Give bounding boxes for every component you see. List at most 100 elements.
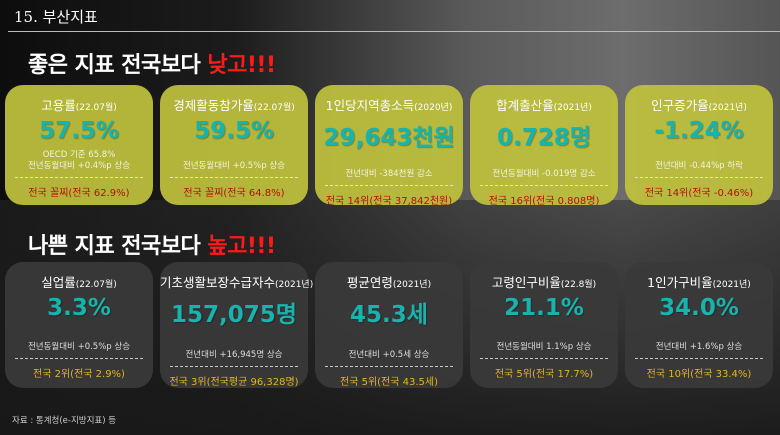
indicator-value: 157,075명 — [171, 302, 297, 328]
card-divider — [170, 366, 298, 367]
good-indicator-card: 합계출산율(2021년) 0.728명 전년동월대비 -0.019명 감소 전국… — [470, 85, 618, 207]
indicator-period: (22.07월) — [75, 103, 117, 113]
indicator-value: -1.24% — [654, 118, 744, 144]
slide-title: 15. 부산지표 — [14, 8, 98, 26]
indicator-value: 3.3% — [47, 295, 111, 321]
indicator-name: 1인가구비율 — [647, 275, 713, 290]
indicator-change: 전년동월대비 -0.019명 감소 — [470, 156, 618, 180]
indicator-change-text: 전년대비 -384천원 감소 — [345, 169, 433, 179]
indicator-title: 1인당지역총소득(2020년) — [315, 95, 463, 114]
card-divider — [480, 185, 608, 186]
indicator-name: 고용률 — [41, 98, 76, 113]
indicator-rank: 전국 2위(전국 2.9%) — [33, 369, 125, 380]
indicator-rank: 전국 14위(전국 -0.46%) — [644, 188, 754, 199]
indicator-rank: 전국 5위(전국 43.5세) — [340, 377, 438, 388]
indicator-name: 고령인구비율 — [491, 275, 561, 290]
card-divider — [480, 358, 608, 359]
indicator-period: (2021년) — [708, 103, 747, 113]
indicator-period: (2021년) — [275, 280, 314, 290]
indicator-change-text: 전년동월대비 +0.4%p 상승 — [27, 161, 131, 171]
indicator-value: 45.3세 — [350, 302, 428, 328]
indicator-change-text: 전년동월대비 -0.019명 감소 — [492, 169, 596, 179]
card-divider — [325, 366, 453, 367]
indicator-title: 경제활동참가율(22.07월) — [160, 95, 308, 114]
bad-indicator-card: 고령인구비율(22.8월) 21.1% 전년동월대비 1.1%p 상승 전국 5… — [470, 262, 618, 388]
indicator-change: 전년동월대비 1.1%p 상승 — [470, 329, 618, 353]
indicator-change-text: 전년동월대비 +0.5%p 상승 — [27, 342, 131, 352]
indicator-note: OECD 기준 65.8% — [42, 150, 116, 160]
indicator-change-text: 전년동월대비 1.1%p 상승 — [496, 342, 592, 352]
indicator-title: 고령인구비율(22.8월) — [470, 272, 618, 291]
indicator-value: 34.0% — [659, 295, 739, 321]
source-note: 자료 : 통계청(e-지방지표) 등 — [12, 416, 117, 426]
indicator-period: (2020년) — [414, 103, 453, 113]
indicator-name: 합계출산율 — [496, 98, 554, 113]
heading-text: 좋은 지표 전국보다 — [28, 53, 208, 78]
card-divider — [15, 177, 143, 178]
heading-highlight: 낮고!!! — [207, 53, 276, 78]
indicator-period: (2021년) — [392, 280, 432, 290]
heading-text: 나쁜 지표 전국보다 — [28, 234, 208, 259]
good-indicator-card: 경제활동참가율(22.07월) 59.5% 전년동월대비 +0.5%p 상승 전… — [160, 85, 308, 205]
indicator-title: 실업률(22.07월) — [5, 272, 153, 291]
indicator-change: 전년대비 -384천원 감소 — [315, 156, 463, 180]
indicator-name: 실업률 — [41, 275, 76, 290]
indicator-name: 기초생활보장수급자수 — [160, 275, 276, 290]
indicator-title: 합계출산율(2021년) — [470, 95, 618, 114]
indicator-period: (22.07월) — [75, 280, 117, 290]
indicator-title: 인구증가율(2021년) — [625, 95, 773, 114]
card-divider — [635, 177, 763, 178]
indicator-value: 57.5% — [39, 118, 119, 144]
good-indicator-card: 1인당지역총소득(2020년) 29,643천원 전년대비 -384천원 감소 … — [315, 85, 463, 207]
heading-highlight: 높고!!! — [207, 234, 276, 259]
indicator-rank: 전국 16위(전국 0.808명) — [488, 196, 600, 207]
bad-indicator-card: 기초생활보장수급자수(2021년) 157,075명 전년대비 +16,945명… — [160, 262, 313, 388]
indicator-title: 기초생활보장수급자수(2021년) — [160, 272, 313, 291]
indicator-period: (22.07월) — [253, 103, 295, 113]
card-divider — [635, 358, 763, 359]
indicator-rank: 전국 꼴찌(전국 62.9%) — [28, 188, 130, 199]
indicator-change-text: 전년대비 -0.44%p 하락 — [655, 161, 743, 171]
good-indicator-card: 인구증가율(2021년) -1.24% 전년대비 -0.44%p 하락 전국 1… — [625, 85, 773, 205]
indicator-change-text: 전년대비 +0.5세 상승 — [348, 350, 430, 360]
bad-indicator-card: 실업률(22.07월) 3.3% 전년동월대비 +0.5%p 상승 전국 2위(… — [5, 262, 153, 388]
indicator-value: 59.5% — [194, 118, 274, 144]
indicator-change-text: 전년대비 +16,945명 상승 — [185, 350, 283, 360]
bad-indicator-card: 평균연령(2021년) 45.3세 전년대비 +0.5세 상승 전국 5위(전국… — [315, 262, 463, 388]
indicator-value: 29,643천원 — [323, 125, 455, 151]
indicator-rank: 전국 5위(전국 17.7%) — [494, 369, 594, 380]
indicator-change-text: 전년대비 +1.6%p 상승 — [655, 342, 743, 352]
indicator-name: 인구증가율 — [651, 98, 709, 113]
indicator-change: 전년대비 +1.6%p 상승 — [625, 329, 773, 353]
indicator-change: OECD 기준 65.8% 전년동월대비 +0.4%p 상승 — [5, 148, 153, 172]
indicator-value: 0.728명 — [497, 125, 591, 151]
bad-indicator-card: 1인가구비율(2021년) 34.0% 전년대비 +1.6%p 상승 전국 10… — [625, 262, 773, 388]
indicator-rank: 전국 꼴찌(전국 64.8%) — [183, 188, 285, 199]
card-divider — [15, 358, 143, 359]
indicator-change: 전년대비 -0.44%p 하락 — [625, 148, 773, 172]
title-divider — [8, 31, 780, 32]
indicator-name: 1인당지역총소득 — [325, 98, 415, 113]
indicator-change: 전년동월대비 +0.5%p 상승 — [160, 148, 308, 172]
indicator-change: 전년대비 +16,945명 상승 — [160, 337, 308, 361]
indicator-title: 고용률(22.07월) — [5, 95, 153, 114]
card-divider — [325, 185, 453, 186]
indicator-title: 평균연령(2021년) — [315, 272, 463, 291]
indicator-title: 1인가구비율(2021년) — [625, 272, 773, 291]
indicator-name: 평균연령 — [346, 275, 393, 290]
indicator-rank: 전국 10위(전국 33.4%) — [646, 369, 752, 380]
indicator-period: (2021년) — [712, 280, 751, 290]
indicator-value: 21.1% — [504, 295, 584, 321]
good-indicators-heading: 좋은 지표 전국보다 낮고!!! — [28, 47, 276, 79]
bad-indicators-heading: 나쁜 지표 전국보다 높고!!! — [28, 228, 276, 260]
indicator-period: (2021년) — [553, 103, 592, 113]
indicator-change: 전년대비 +0.5세 상승 — [315, 337, 463, 361]
indicator-change-text: 전년동월대비 +0.5%p 상승 — [182, 161, 286, 171]
card-divider — [170, 177, 298, 178]
indicator-name: 경제활동참가율 — [173, 98, 254, 113]
indicator-change: 전년동월대비 +0.5%p 상승 — [5, 329, 153, 353]
indicator-period: (22.8월) — [560, 280, 597, 290]
indicator-rank: 전국 14위(전국 37,842천원) — [325, 196, 453, 207]
indicator-rank: 전국 3위(전국평균 96,328명) — [169, 377, 299, 388]
